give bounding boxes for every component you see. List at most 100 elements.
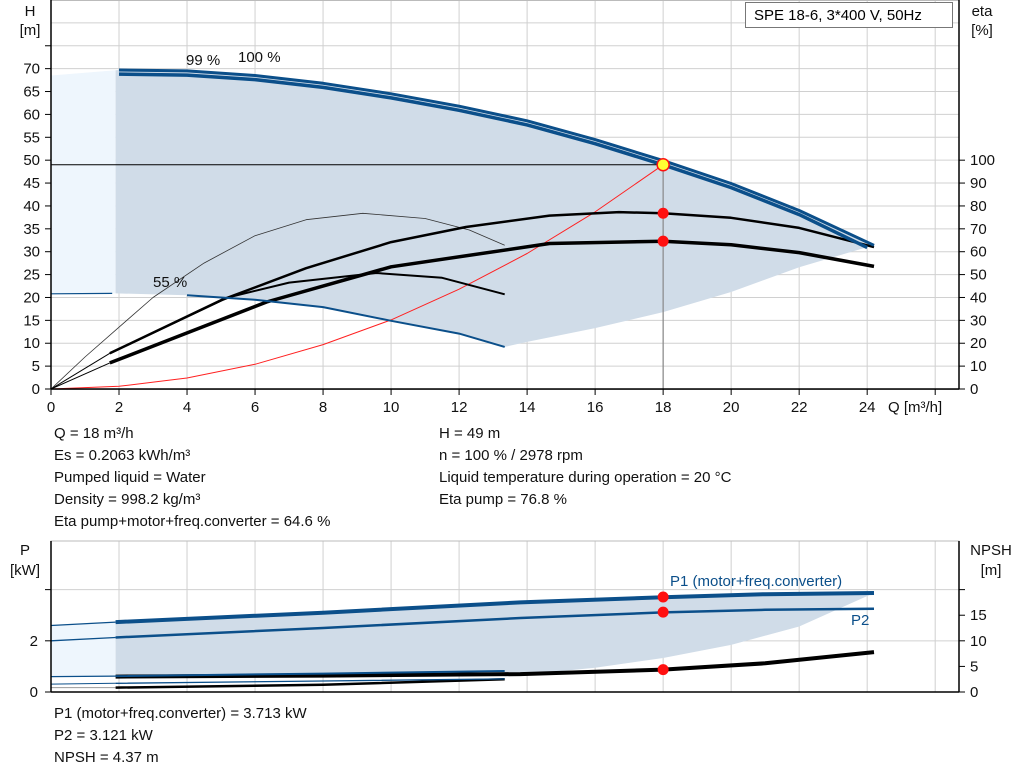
p1-curve	[115, 591, 875, 625]
p2-curve-ext	[50, 636, 116, 642]
x-tick-label: 8	[319, 399, 327, 416]
y-tick-label: 0	[30, 684, 38, 701]
info-density: Density = 998.2 kg/m³	[54, 491, 201, 508]
eta-curve-thin	[50, 212, 505, 390]
head-curve-100	[118, 68, 875, 247]
x-tick-label: 18	[655, 399, 672, 416]
duty-point-marker	[656, 158, 670, 172]
x-tick-label: 10	[383, 399, 400, 416]
x-tick-label: 14	[519, 399, 536, 416]
npsh-55-curve	[115, 677, 505, 689]
y2-tick-label: 40	[970, 289, 987, 306]
y2-tick-label: 100	[970, 152, 995, 169]
p1-curve-ext	[50, 621, 116, 627]
y2-tick-label: 30	[970, 312, 987, 329]
p2-55-curve	[115, 678, 505, 684]
eta-total-marker	[657, 235, 669, 247]
y-tick-label: 60	[23, 106, 40, 123]
y-tick-label: 45	[23, 175, 40, 192]
y2-axis-label: NPSH	[970, 542, 1012, 559]
npsh-marker	[657, 664, 669, 676]
y2-tick-label: 5	[970, 658, 978, 675]
y-tick-label: 15	[23, 312, 40, 329]
x-tick-label: 24	[859, 399, 876, 416]
y-tick-label: 50	[23, 152, 40, 169]
y2-tick-label: 0	[970, 381, 978, 398]
head-curve-99	[118, 72, 868, 250]
y-tick-label: 20	[23, 289, 40, 306]
y-axis-unit: [kW]	[10, 562, 40, 579]
info-q: Q = 18 m³/h	[54, 425, 134, 442]
info-h: H = 49 m	[439, 425, 501, 442]
y2-tick-label: 10	[970, 633, 987, 650]
info-eta-pump: Eta pump = 76.8 %	[439, 491, 567, 508]
y2-tick-label: 70	[970, 221, 987, 238]
y2-tick-label: 80	[970, 198, 987, 215]
y2-tick-label: 20	[970, 335, 987, 352]
p1-55-curve	[115, 670, 505, 678]
y-tick-label: 70	[23, 61, 40, 78]
info-temperature: Liquid temperature during operation = 20…	[439, 469, 732, 486]
p1-curve-label: P1 (motor+freq.converter)	[670, 573, 842, 590]
operating-range-light-fill	[51, 70, 116, 294]
y-tick-label: 2	[30, 633, 38, 650]
y-tick-label: 65	[23, 84, 40, 101]
x-axis-label: Q [m³/h]	[888, 399, 942, 416]
y2-tick-label: 0	[970, 684, 978, 701]
p2-marker	[657, 606, 669, 618]
p1-marker	[657, 591, 669, 603]
y2-axis-unit: [%]	[971, 22, 993, 39]
p2-curve-label: P2	[851, 612, 869, 629]
p2-curve	[115, 607, 875, 639]
x-tick-label: 16	[587, 399, 604, 416]
info-liquid: Pumped liquid = Water	[54, 469, 206, 486]
eta-pump-55-curve	[109, 272, 505, 355]
y2-tick-label: 90	[970, 175, 987, 192]
y2-tick-label: 60	[970, 244, 987, 261]
x-tick-label: 20	[723, 399, 740, 416]
info-es: Es = 0.2063 kWh/m³	[54, 447, 191, 464]
x-tick-label: 4	[183, 399, 191, 416]
y2-tick-label: 10	[970, 358, 987, 375]
info-p2: P2 = 3.121 kW	[54, 727, 153, 744]
y-tick-label: 0	[32, 381, 40, 398]
x-tick-label: 6	[251, 399, 259, 416]
x-tick-label: 12	[451, 399, 468, 416]
eta-total-curve	[109, 239, 875, 365]
x-tick-label: 22	[791, 399, 808, 416]
y-axis-label: P	[20, 542, 30, 559]
speed-label-100: 100 %	[238, 49, 281, 66]
info-npsh: NPSH = 4.37 m	[54, 749, 159, 766]
eta-pump-curve	[109, 210, 875, 355]
y2-axis-label: eta	[972, 3, 994, 20]
eta-total-curve-ext	[50, 362, 111, 390]
operating-range-fill	[115, 70, 875, 347]
info-p1: P1 (motor+freq.converter) = 3.713 kW	[54, 705, 307, 722]
y2-axis-unit: [m]	[981, 562, 1002, 579]
y-tick-label: 35	[23, 221, 40, 238]
y-tick-label: 25	[23, 267, 40, 284]
operating-range-light-fill	[51, 622, 116, 677]
y-tick-label: 40	[23, 198, 40, 215]
pump-model-label: SPE 18-6, 3*400 V, 50Hz	[745, 2, 953, 28]
y-axis-unit: [m]	[20, 22, 41, 39]
y-tick-label: 10	[23, 335, 40, 352]
y2-tick-label: 15	[970, 607, 987, 624]
speed-label-99: 99 %	[186, 52, 220, 69]
head-curve-55	[186, 294, 505, 348]
speed-label-55: 55 %	[153, 274, 187, 291]
y-tick-label: 5	[32, 358, 40, 375]
p2-55-curve-ext	[50, 682, 116, 685]
npsh-curve	[115, 650, 875, 679]
y-tick-label: 30	[23, 244, 40, 261]
p1-55-curve-ext	[50, 675, 116, 678]
y-axis-label: H	[25, 3, 36, 20]
eta-pump-marker	[657, 207, 669, 219]
eta-pump-curve-ext	[50, 352, 111, 390]
info-eta-total: Eta pump+motor+freq.converter = 64.6 %	[54, 513, 331, 530]
info-speed: n = 100 % / 2978 rpm	[439, 447, 583, 464]
x-tick-label: 0	[47, 399, 55, 416]
x-tick-label: 2	[115, 399, 123, 416]
y-tick-label: 55	[23, 129, 40, 146]
